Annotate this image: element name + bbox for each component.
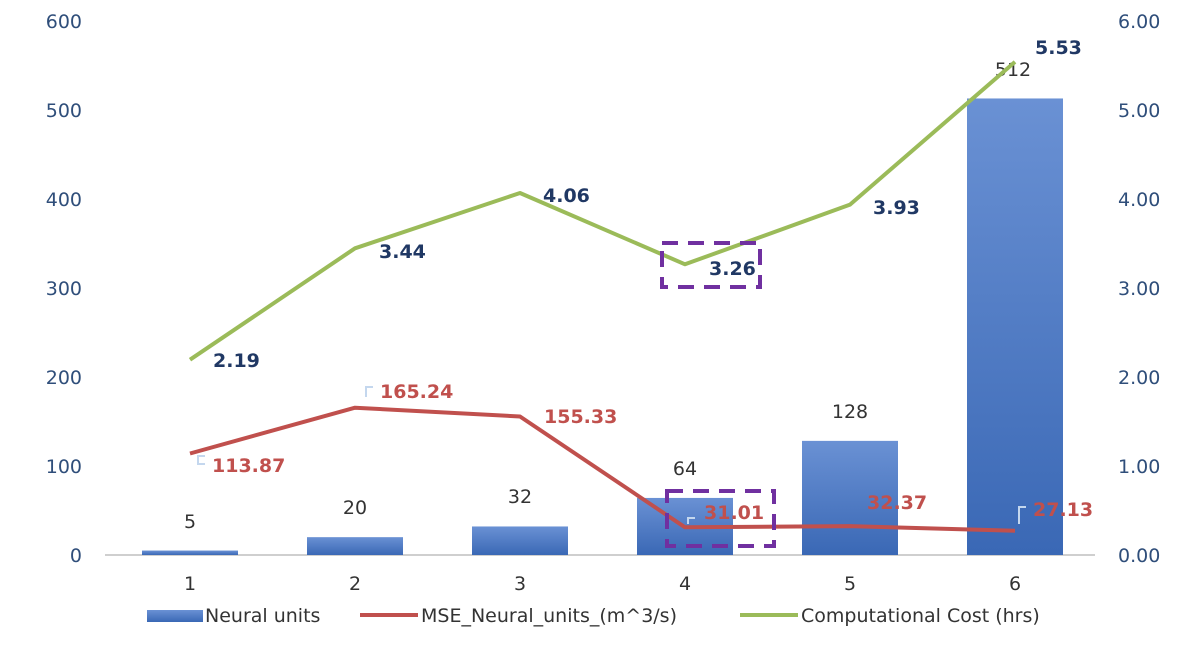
highlight-box-mse <box>665 489 776 548</box>
left-axis: 0 100 200 300 400 500 600 <box>46 11 82 567</box>
left-tick-label: 100 <box>46 456 82 478</box>
bar-neural-units <box>307 537 403 555</box>
bar-neural-units <box>472 526 568 555</box>
right-tick-label: 3.00 <box>1118 278 1160 300</box>
legend-swatch-neural-units <box>147 610 203 622</box>
legend-label-mse: MSE_Neural_units_(m^3/s) <box>421 605 677 627</box>
left-tick-label: 0 <box>70 545 82 567</box>
leader-line <box>687 517 695 524</box>
legend: Neural units MSE_Neural_units_(m^3/s) Co… <box>147 605 1040 627</box>
mse-label-leaders <box>197 386 1026 524</box>
legend-label-neural-units: Neural units <box>205 605 320 627</box>
mse-value-label: 27.13 <box>1033 499 1093 521</box>
cost-value-label: 3.26 <box>709 258 756 280</box>
cost-value-labels: 2.19 3.44 4.06 3.26 3.93 5.53 <box>213 37 1082 372</box>
legend-label-cost: Computational Cost (hrs) <box>801 605 1040 627</box>
right-axis: 0.00 1.00 2.00 3.00 4.00 5.00 6.00 <box>1118 11 1160 567</box>
bar-value-label: 20 <box>343 497 367 519</box>
cost-value-label: 4.06 <box>543 185 590 207</box>
mse-value-label: 113.87 <box>212 455 285 477</box>
left-tick-label: 200 <box>46 367 82 389</box>
bar-value-labels: 5 20 32 64 128 512 <box>184 59 1031 533</box>
mse-value-label: 32.37 <box>867 492 927 514</box>
computational-cost-line <box>188 60 1017 362</box>
bar-neural-units <box>142 550 238 555</box>
leader-line <box>1018 506 1026 524</box>
right-tick-label: 2.00 <box>1118 367 1160 389</box>
bar-value-label: 5 <box>184 511 196 533</box>
cost-value-label: 2.19 <box>213 350 260 372</box>
bar-neural-units <box>967 98 1063 555</box>
left-tick-label: 300 <box>46 278 82 300</box>
right-tick-label: 1.00 <box>1118 456 1160 478</box>
right-tick-label: 0.00 <box>1118 545 1160 567</box>
bar-neural-units <box>802 440 898 555</box>
cost-value-label: 5.53 <box>1035 37 1082 59</box>
left-tick-label: 500 <box>46 100 82 122</box>
left-tick-label: 400 <box>46 189 82 211</box>
leader-line <box>365 386 373 397</box>
x-tick-label: 5 <box>844 573 856 595</box>
left-tick-label: 600 <box>46 11 82 33</box>
mse-value-label: 31.01 <box>704 502 764 524</box>
highlight-boxes <box>660 241 776 548</box>
leader-line <box>197 455 205 465</box>
x-tick-label: 6 <box>1009 573 1021 595</box>
neural-units-bars <box>142 98 1063 555</box>
mse-value-labels: 113.87 165.24 155.33 31.01 32.37 27.13 <box>212 381 1093 524</box>
right-tick-label: 5.00 <box>1118 100 1160 122</box>
bar-value-label: 128 <box>832 401 868 423</box>
bar-value-label: 512 <box>995 59 1031 81</box>
mse-line <box>189 405 1016 533</box>
highlight-box-cost <box>660 241 762 289</box>
cost-value-label: 3.44 <box>379 241 426 263</box>
x-tick-label: 1 <box>184 573 196 595</box>
bar-value-label: 64 <box>673 458 697 480</box>
cost-value-label: 3.93 <box>873 197 920 219</box>
x-tick-label: 4 <box>679 573 691 595</box>
x-tick-label: 3 <box>514 573 526 595</box>
right-tick-label: 6.00 <box>1118 11 1160 33</box>
right-tick-label: 4.00 <box>1118 189 1160 211</box>
x-axis: 1 2 3 4 5 6 <box>184 573 1021 595</box>
mse-value-label: 155.33 <box>544 406 617 428</box>
bar-value-label: 32 <box>508 486 532 508</box>
mse-value-label: 165.24 <box>380 381 453 403</box>
x-tick-label: 2 <box>349 573 361 595</box>
